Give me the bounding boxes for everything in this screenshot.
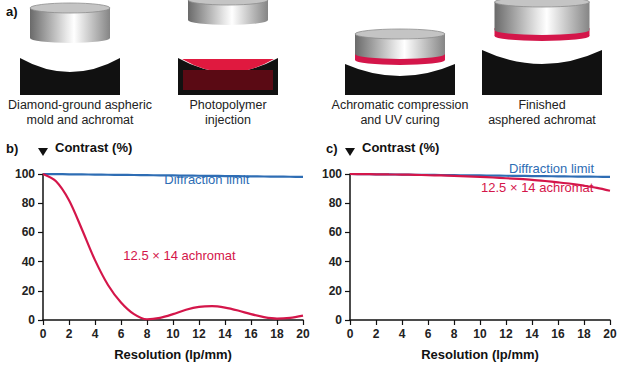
svg-text:8: 8 xyxy=(144,327,151,341)
svg-text:80: 80 xyxy=(22,196,36,210)
svg-text:100: 100 xyxy=(15,167,35,181)
svg-text:10: 10 xyxy=(473,327,487,341)
svg-text:2: 2 xyxy=(66,327,73,341)
svg-text:Finishedasphered achromat: Finishedasphered achromat xyxy=(488,98,596,127)
svg-text:b): b) xyxy=(6,141,18,156)
svg-text:Contrast (%): Contrast (%) xyxy=(362,140,439,155)
svg-text:40: 40 xyxy=(329,255,343,269)
svg-text:Contrast (%): Contrast (%) xyxy=(55,140,132,155)
svg-text:0: 0 xyxy=(335,313,342,327)
svg-text:Diffraction limit: Diffraction limit xyxy=(509,161,594,176)
svg-text:6: 6 xyxy=(118,327,125,341)
svg-text:12: 12 xyxy=(192,327,206,341)
svg-text:20: 20 xyxy=(22,284,36,298)
svg-text:a): a) xyxy=(6,4,18,19)
svg-text:18: 18 xyxy=(577,327,591,341)
svg-text:12.5 × 14 achromat: 12.5 × 14 achromat xyxy=(481,180,594,195)
svg-text:60: 60 xyxy=(329,225,343,239)
svg-text:18: 18 xyxy=(270,327,284,341)
svg-text:0: 0 xyxy=(40,327,47,341)
svg-text:20: 20 xyxy=(329,284,343,298)
svg-text:10: 10 xyxy=(166,327,180,341)
svg-text:100: 100 xyxy=(322,167,342,181)
svg-text:14: 14 xyxy=(218,327,232,341)
svg-text:Photopolymerinjection: Photopolymerinjection xyxy=(189,98,266,127)
svg-text:20: 20 xyxy=(296,327,310,341)
svg-text:12.5 × 14 achromat: 12.5 × 14 achromat xyxy=(123,248,236,263)
svg-text:4: 4 xyxy=(399,327,406,341)
svg-text:c): c) xyxy=(326,141,338,156)
svg-text:20: 20 xyxy=(603,327,617,341)
svg-text:Diamond-ground asphericmold an: Diamond-ground asphericmold and achromat xyxy=(8,98,152,127)
svg-text:4: 4 xyxy=(92,327,99,341)
svg-text:Achromatic compressionand UV c: Achromatic compressionand UV curing xyxy=(332,98,469,127)
svg-text:Resolution (lp/mm): Resolution (lp/mm) xyxy=(421,347,539,362)
svg-text:80: 80 xyxy=(329,196,343,210)
svg-text:14: 14 xyxy=(525,327,539,341)
svg-text:0: 0 xyxy=(347,327,354,341)
svg-text:60: 60 xyxy=(22,225,36,239)
svg-text:40: 40 xyxy=(22,255,36,269)
svg-text:6: 6 xyxy=(425,327,432,341)
svg-text:16: 16 xyxy=(551,327,565,341)
svg-text:2: 2 xyxy=(373,327,380,341)
svg-text:0: 0 xyxy=(28,313,35,327)
svg-text:8: 8 xyxy=(451,327,458,341)
svg-text:16: 16 xyxy=(244,327,258,341)
svg-text:Resolution (lp/mm): Resolution (lp/mm) xyxy=(114,347,232,362)
svg-text:Diffraction limit: Diffraction limit xyxy=(164,172,250,188)
svg-text:12: 12 xyxy=(499,327,513,341)
